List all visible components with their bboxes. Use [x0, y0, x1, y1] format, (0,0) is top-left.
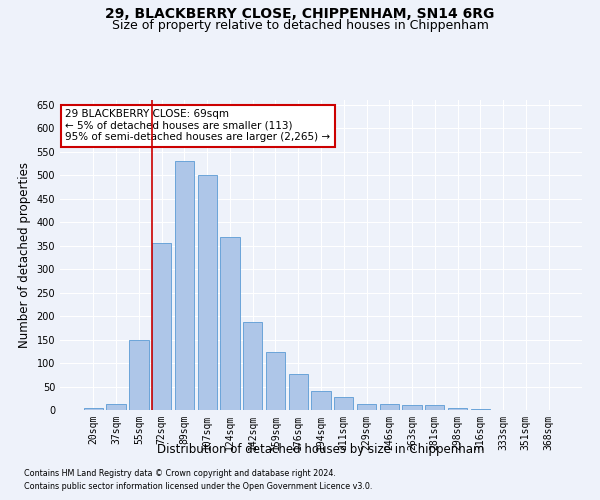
- Bar: [152, 244, 172, 410]
- Bar: [425, 406, 445, 410]
- Bar: [243, 322, 262, 410]
- Text: Contains public sector information licensed under the Open Government Licence v3: Contains public sector information licen…: [24, 482, 373, 491]
- Text: 29 BLACKBERRY CLOSE: 69sqm
← 5% of detached houses are smaller (113)
95% of semi: 29 BLACKBERRY CLOSE: 69sqm ← 5% of detac…: [65, 110, 331, 142]
- Bar: [448, 408, 467, 410]
- Bar: [311, 391, 331, 410]
- Bar: [220, 237, 239, 410]
- Text: Distribution of detached houses by size in Chippenham: Distribution of detached houses by size …: [157, 442, 485, 456]
- Y-axis label: Number of detached properties: Number of detached properties: [18, 162, 31, 348]
- Text: Size of property relative to detached houses in Chippenham: Size of property relative to detached ho…: [112, 18, 488, 32]
- Bar: [357, 404, 376, 410]
- Bar: [470, 409, 490, 410]
- Bar: [175, 161, 194, 410]
- Text: 29, BLACKBERRY CLOSE, CHIPPENHAM, SN14 6RG: 29, BLACKBERRY CLOSE, CHIPPENHAM, SN14 6…: [106, 8, 494, 22]
- Text: Contains HM Land Registry data © Crown copyright and database right 2024.: Contains HM Land Registry data © Crown c…: [24, 468, 336, 477]
- Bar: [197, 175, 217, 410]
- Bar: [106, 404, 126, 410]
- Bar: [84, 408, 103, 410]
- Bar: [334, 398, 353, 410]
- Bar: [129, 340, 149, 410]
- Bar: [266, 352, 285, 410]
- Bar: [380, 404, 399, 410]
- Bar: [403, 406, 422, 410]
- Bar: [289, 374, 308, 410]
